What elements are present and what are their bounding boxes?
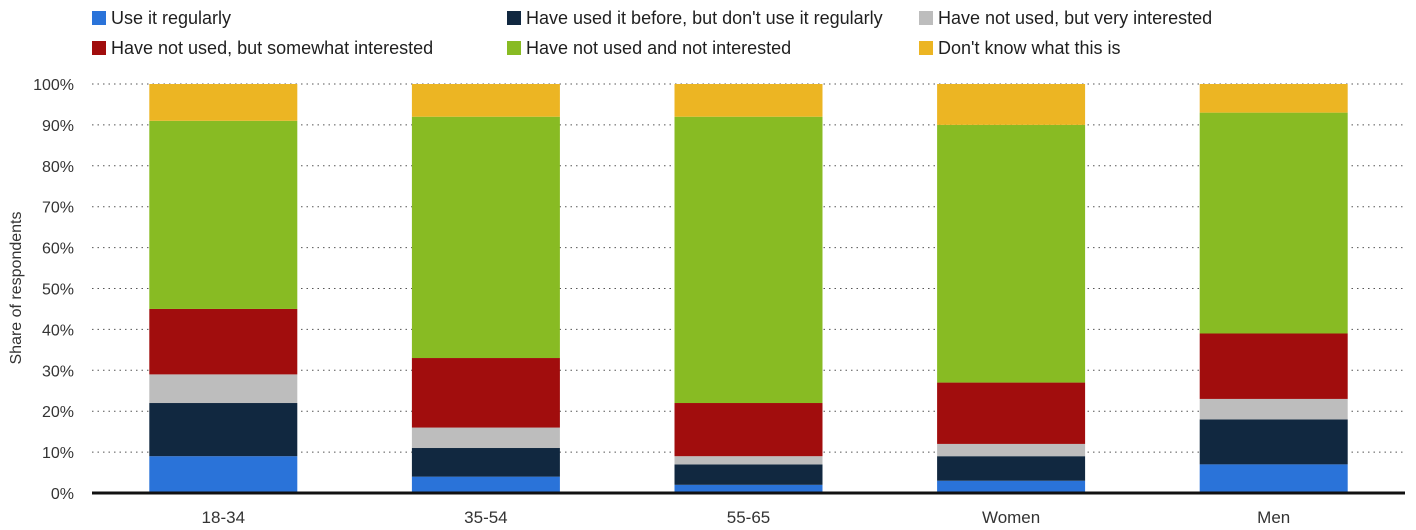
bar-segment (1199, 398, 1348, 420)
bar-segment (1199, 419, 1348, 465)
x-tick-label: Women (982, 508, 1040, 527)
y-tick-label: 50% (42, 282, 74, 299)
bar-segment (1199, 464, 1348, 493)
x-axis-ticks: 18-34 35-54 55-65 Women Men (202, 508, 1291, 527)
bar-segment (674, 484, 823, 493)
legend-label: Don't know what this is (938, 37, 1121, 58)
legend-swatch (507, 41, 521, 55)
bar-segment (937, 480, 1086, 493)
x-tick-label: Men (1257, 508, 1290, 527)
bar-segment (1199, 112, 1348, 334)
bar-segment (937, 382, 1086, 444)
bar-segment (674, 84, 823, 117)
legend-label: Have used it before, but don't use it re… (526, 7, 883, 28)
bars (149, 84, 1348, 493)
legend-item-very-interested: Have not used, but very interested (919, 6, 1212, 30)
legend-swatch (92, 41, 106, 55)
bar-segment (674, 403, 823, 457)
y-axis-label: Share of respondents (8, 212, 25, 365)
legend-label: Have not used, but very interested (938, 7, 1213, 28)
x-tick-label: 35-54 (464, 508, 507, 527)
y-tick-label: 20% (42, 404, 74, 421)
y-tick-label: 90% (42, 118, 74, 135)
x-tick-label: 18-34 (202, 508, 245, 527)
y-axis-ticks: 0% 10% 20% 30% 40% 50% 60% 70% 80% 90% 100% (33, 77, 74, 503)
y-tick-label: 30% (42, 363, 74, 380)
bar-segment (937, 456, 1086, 481)
bar-segment (411, 84, 560, 117)
bar-segment (674, 464, 823, 485)
legend-item-dont-know: Don't know what this is (919, 36, 1121, 60)
legend-item-not-interested: Have not used and not interested (507, 36, 791, 60)
bar-segment (1199, 84, 1348, 113)
bar-segment (937, 84, 1086, 125)
y-tick-label: 80% (42, 159, 74, 176)
bar-segment (674, 116, 823, 404)
bar-segment (674, 456, 823, 465)
legend-item-use-regularly: Use it regularly (92, 6, 231, 30)
y-tick-label: 40% (42, 322, 74, 339)
bar-segment (411, 358, 560, 428)
legend-swatch (92, 11, 106, 25)
y-tick-label: 10% (42, 445, 74, 462)
legend-label: Have not used, but somewhat interested (111, 37, 434, 58)
legend-swatch (919, 41, 933, 55)
bar-segment (411, 427, 560, 449)
x-tick-label: 55-65 (727, 508, 770, 527)
legend-swatch (507, 11, 521, 25)
bar-segment (411, 116, 560, 359)
legend-label: Use it regularly (111, 7, 232, 28)
y-tick-label: 70% (42, 200, 74, 217)
y-tick-label: 0% (51, 486, 74, 503)
bar-segment (1199, 333, 1348, 399)
bar-segment (149, 456, 298, 493)
legend: Use it regularly Have used it before, bu… (92, 6, 1392, 62)
bar-segment (937, 124, 1086, 383)
legend-item-used-before: Have used it before, but don't use it re… (507, 6, 883, 30)
y-tick-label: 60% (42, 241, 74, 258)
legend-item-somewhat-interested: Have not used, but somewhat interested (92, 36, 433, 60)
bar-segment (411, 448, 560, 477)
legend-label: Have not used and not interested (526, 37, 792, 58)
bar-segment (149, 308, 298, 375)
bar-segment (149, 403, 298, 457)
bar-segment (149, 374, 298, 404)
bar-segment (411, 476, 560, 493)
y-tick-label: 100% (33, 77, 74, 94)
bar-segment (937, 443, 1086, 457)
bar-segment (149, 120, 298, 309)
bar-segment (149, 84, 298, 121)
legend-swatch (919, 11, 933, 25)
